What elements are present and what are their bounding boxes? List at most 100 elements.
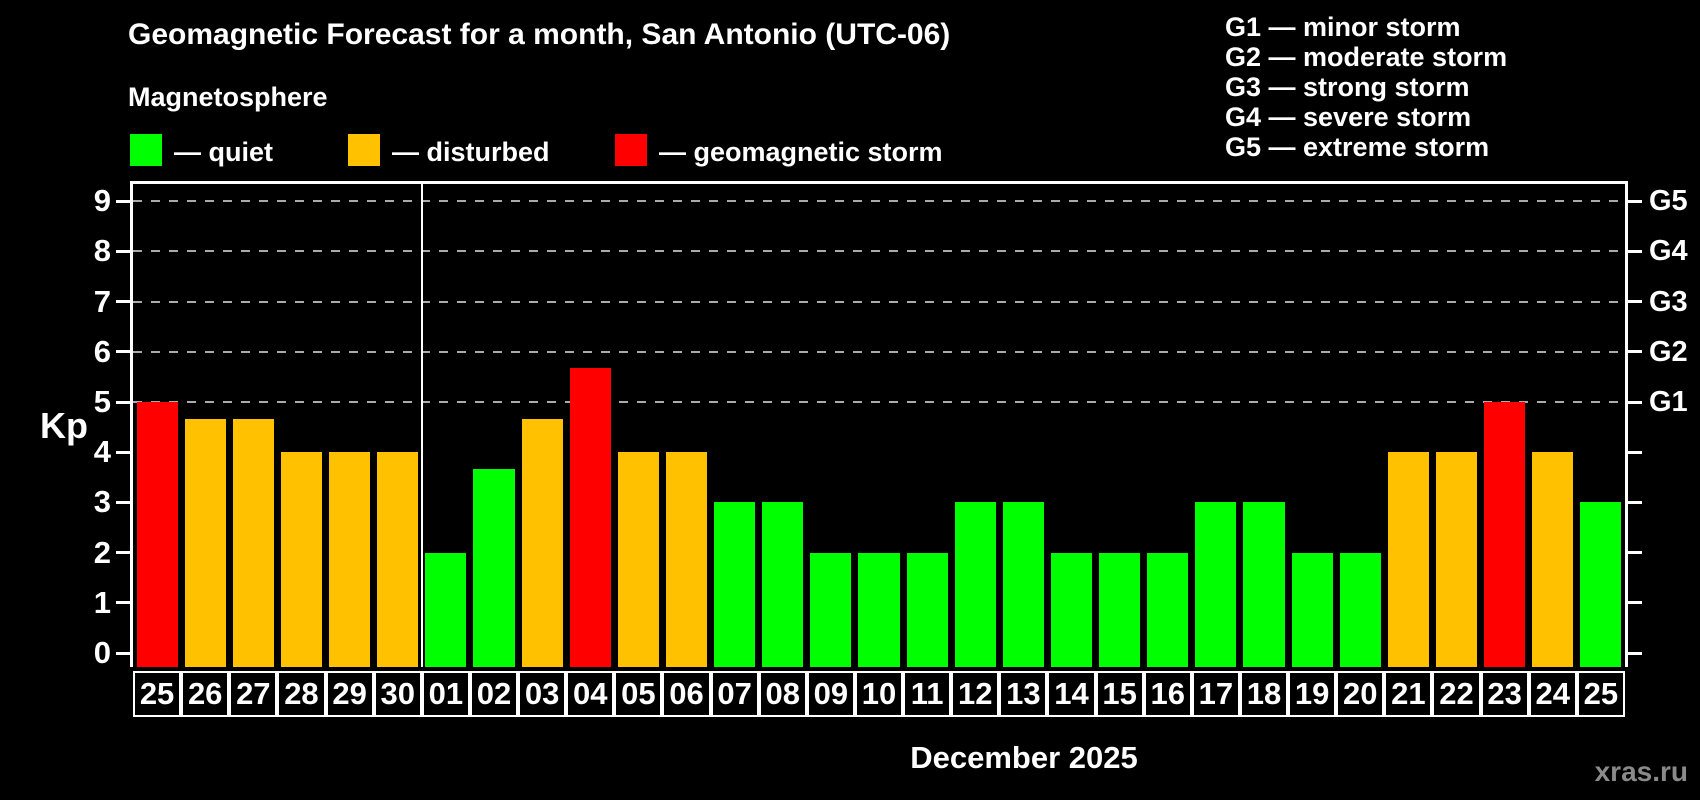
date-cell-14: 14 (1047, 671, 1096, 717)
date-cell-21: 21 (1384, 671, 1433, 717)
kp-bar-13 (1002, 502, 1044, 667)
y-tick-right (1628, 601, 1642, 605)
y-tick-right (1628, 350, 1642, 354)
date-cell-12: 12 (951, 671, 1000, 717)
g-axis-label-G5: G5 (1649, 185, 1688, 218)
date-cell-06: 06 (662, 671, 711, 717)
y-tick-label-8: 8 (93, 233, 111, 269)
date-cell-28: 28 (277, 671, 326, 717)
y-tick-right (1628, 500, 1642, 504)
date-cell-25: 25 (133, 671, 182, 717)
y-axis-label: Kp (40, 405, 88, 446)
y-tick-label-1: 1 (93, 584, 111, 620)
grid-line-kp5 (133, 401, 1625, 403)
kp-bar-01 (425, 552, 467, 667)
kp-bar-12 (954, 502, 996, 667)
kp-bar-29 (329, 452, 371, 667)
y-tick-right (1628, 300, 1642, 304)
date-cell-27: 27 (229, 671, 278, 717)
legend-label-storm: — geomagnetic storm (659, 137, 943, 167)
date-cell-05: 05 (614, 671, 663, 717)
y-tick-left (116, 551, 130, 555)
chart-subtitle: Magnetosphere (128, 82, 328, 112)
y-tick-label-5: 5 (93, 384, 111, 419)
date-cell-19: 19 (1288, 671, 1337, 717)
y-tick-label-6: 6 (93, 333, 111, 369)
plot-border-frame (130, 181, 1628, 667)
y-tick-right (1628, 551, 1642, 555)
kp-bar-19 (1291, 552, 1333, 667)
y-tick-label-0: 0 (93, 635, 111, 670)
x-axis-month-label: December 2025 (910, 740, 1138, 775)
kp-bar-16 (1147, 552, 1189, 667)
g-scale-legend-line: G2 — moderate storm (1225, 42, 1508, 72)
kp-bar-23 (1484, 402, 1526, 667)
month-separator-line (420, 184, 423, 667)
g-scale-legend-line: G5 — extreme storm (1225, 132, 1490, 162)
date-cell-23: 23 (1480, 671, 1529, 717)
y-tick-label-9: 9 (93, 183, 111, 219)
date-cell-03: 03 (518, 671, 567, 717)
date-cell-08: 08 (758, 671, 807, 717)
grid-line-kp9 (133, 200, 1625, 203)
date-cell-10: 10 (854, 671, 904, 717)
kp-bar-18 (1243, 502, 1285, 667)
kp-bar-05 (617, 452, 659, 667)
date-cell-01: 01 (421, 671, 470, 717)
y-tick-left (116, 601, 130, 605)
legend-swatch-disturbed (348, 134, 380, 166)
date-cell-17: 17 (1191, 671, 1240, 717)
kp-bar-10 (858, 552, 900, 667)
date-cell-24: 24 (1528, 671, 1577, 717)
kp-bar-02 (473, 468, 515, 667)
kp-bar-06 (665, 452, 708, 667)
y-tick-label-4: 4 (93, 434, 111, 470)
g-scale-legend: G1 — minor storm G2 — moderate storm G3 — … (1225, 12, 1507, 162)
legend-label-disturbed: — disturbed (392, 137, 550, 167)
y-tick-left (116, 500, 130, 504)
kp-bar-22 (1435, 452, 1478, 667)
legend-swatch-storm (615, 134, 647, 166)
date-cell-29: 29 (325, 671, 374, 717)
date-cell-09: 09 (806, 671, 855, 717)
date-cell-30: 30 (373, 671, 422, 717)
date-cell-11: 11 (903, 671, 952, 717)
y-tick-left (116, 400, 130, 404)
y-tick-right (1628, 249, 1642, 253)
g-scale-legend-line: G1 — minor storm (1225, 12, 1461, 42)
kp-bar-20 (1339, 552, 1381, 667)
kp-bar-30 (377, 452, 419, 667)
kp-bar-04 (569, 368, 611, 667)
kp-bar-28 (280, 452, 322, 667)
y-tick-left (116, 199, 130, 203)
grid-line-kp7 (133, 300, 1625, 303)
date-cell-13: 13 (999, 671, 1048, 717)
date-cell-20: 20 (1336, 671, 1385, 717)
plot-area (133, 184, 1625, 667)
y-tick-label-2: 2 (93, 534, 111, 570)
kp-bar-24 (1532, 452, 1574, 667)
watermark: xras.ru (1594, 756, 1688, 787)
legend-label-quiet: — quiet (174, 137, 273, 167)
kp-bar-21 (1387, 452, 1429, 667)
kp-bar-25 (136, 402, 178, 667)
kp-bar-11 (906, 552, 948, 667)
g-axis-label-G1: G1 (1649, 386, 1688, 418)
legend-swatch-quiet (130, 134, 162, 166)
y-tick-left (116, 450, 130, 454)
kp-bar-14 (1050, 552, 1093, 667)
kp-bar-08 (762, 502, 804, 667)
grid-line-kp6 (133, 350, 1625, 353)
date-cell-07: 07 (710, 671, 759, 717)
g-axis-label-G3: G3 (1649, 285, 1688, 318)
date-cell-22: 22 (1432, 671, 1481, 717)
date-cell-18: 18 (1239, 671, 1289, 717)
kp-bar-09 (810, 552, 852, 667)
y-tick-left (116, 249, 130, 253)
grid-line-kp8 (133, 250, 1625, 253)
kp-bar-15 (1099, 552, 1141, 667)
kp-bar-26 (184, 418, 226, 667)
y-tick-label-7: 7 (93, 283, 111, 319)
kp-bar-17 (1195, 502, 1237, 667)
g-axis-label-G4: G4 (1649, 235, 1688, 268)
